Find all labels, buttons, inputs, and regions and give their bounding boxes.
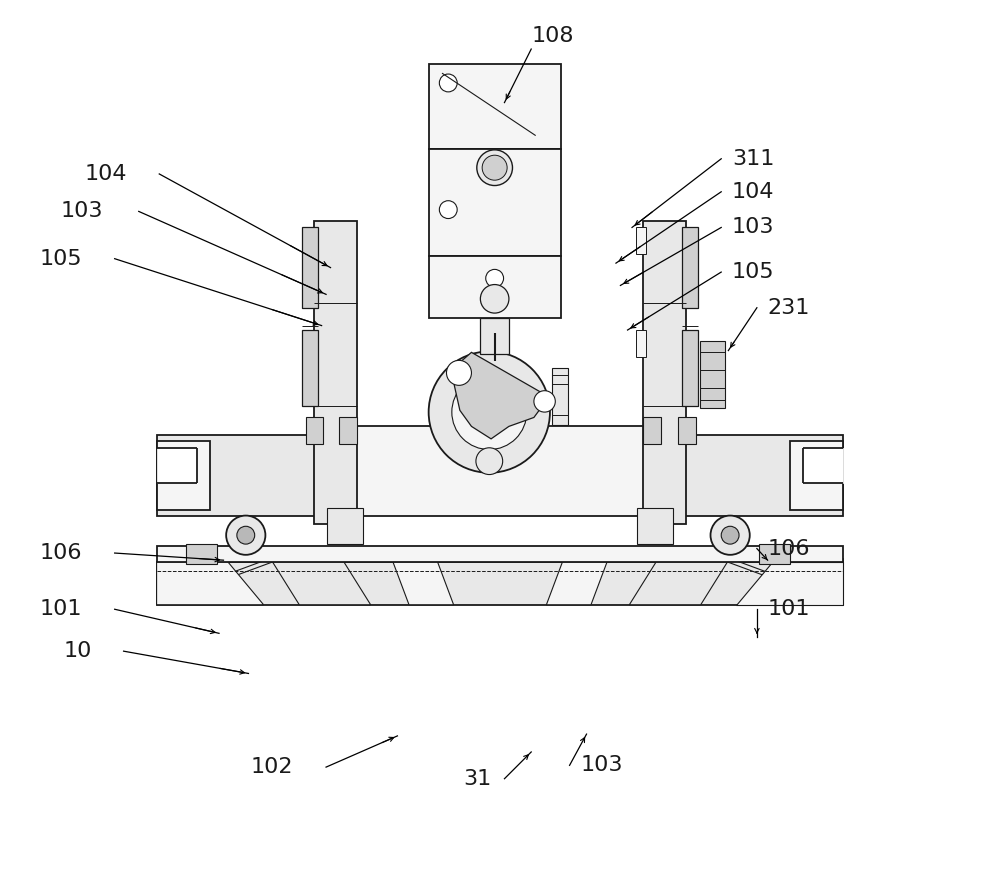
Bar <box>790 441 843 510</box>
Text: 101: 101 <box>40 599 83 619</box>
Polygon shape <box>157 558 843 562</box>
Circle shape <box>475 398 504 426</box>
Bar <box>759 544 790 564</box>
Polygon shape <box>727 558 843 605</box>
Polygon shape <box>629 562 727 605</box>
Bar <box>480 318 509 354</box>
Text: 104: 104 <box>85 164 127 184</box>
Polygon shape <box>157 558 273 605</box>
Text: 105: 105 <box>40 249 83 268</box>
Text: 311: 311 <box>732 149 774 169</box>
Circle shape <box>711 516 750 555</box>
Circle shape <box>439 201 457 219</box>
Text: 103: 103 <box>61 202 103 221</box>
Circle shape <box>480 285 509 313</box>
Text: 10: 10 <box>63 641 91 661</box>
Bar <box>700 341 725 408</box>
Bar <box>637 508 673 544</box>
Bar <box>678 417 696 444</box>
Text: 103: 103 <box>580 756 623 775</box>
Text: 106: 106 <box>768 539 810 558</box>
Polygon shape <box>736 562 843 605</box>
Bar <box>643 221 686 524</box>
Text: 105: 105 <box>732 262 775 282</box>
Bar <box>322 426 678 516</box>
Polygon shape <box>273 562 371 605</box>
Bar <box>643 417 661 444</box>
Text: 104: 104 <box>732 182 774 202</box>
Bar <box>636 330 646 357</box>
Bar <box>429 256 561 318</box>
Bar <box>157 562 843 605</box>
Bar <box>429 64 561 149</box>
Circle shape <box>439 74 457 92</box>
Polygon shape <box>393 562 454 605</box>
Bar <box>636 227 646 254</box>
Bar <box>186 544 217 564</box>
Circle shape <box>237 526 255 544</box>
Text: 101: 101 <box>768 599 810 619</box>
Text: 231: 231 <box>768 298 810 318</box>
Circle shape <box>226 516 265 555</box>
Circle shape <box>534 391 555 412</box>
Polygon shape <box>157 562 264 605</box>
Bar <box>803 448 843 483</box>
Text: 31: 31 <box>463 769 491 789</box>
Bar <box>682 330 698 406</box>
Bar <box>157 441 210 510</box>
Bar <box>552 368 568 425</box>
Bar <box>429 149 561 256</box>
Bar <box>157 435 322 516</box>
Text: 106: 106 <box>40 543 83 563</box>
Polygon shape <box>546 562 607 605</box>
Bar <box>302 227 318 308</box>
Bar <box>157 546 843 562</box>
Circle shape <box>446 360 471 385</box>
Circle shape <box>721 526 739 544</box>
Polygon shape <box>451 352 549 439</box>
Bar <box>306 417 323 444</box>
Bar <box>157 448 197 483</box>
Circle shape <box>429 351 550 473</box>
Bar <box>678 435 843 516</box>
Bar <box>682 227 698 308</box>
Bar <box>302 330 318 406</box>
Circle shape <box>477 150 512 186</box>
Bar <box>339 417 357 444</box>
Circle shape <box>452 375 527 450</box>
Circle shape <box>482 155 507 180</box>
Text: 103: 103 <box>732 218 774 237</box>
Text: 102: 102 <box>251 757 293 777</box>
Bar <box>327 508 363 544</box>
Circle shape <box>486 269 504 287</box>
Text: 108: 108 <box>531 26 574 45</box>
Circle shape <box>476 448 503 475</box>
Bar <box>314 221 357 524</box>
